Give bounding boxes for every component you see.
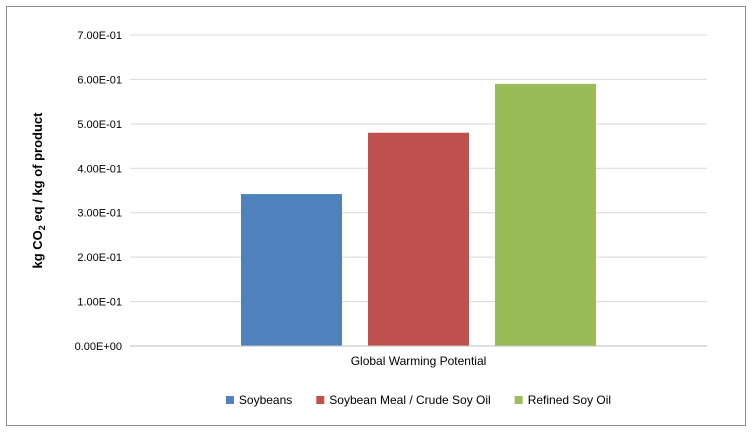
bar-refined-soy-oil	[495, 83, 596, 346]
bar-soybean-meal-crude-soy-oil	[368, 132, 469, 346]
bar-soybeans	[241, 194, 342, 346]
x-category-label: Global Warming Potential	[351, 354, 487, 368]
y-tick-label: 3.00E-01	[77, 208, 122, 220]
y-tick-label: 7.00E-01	[77, 30, 122, 42]
legend-label-soybeans: Soybeans	[239, 393, 292, 407]
legend-swatch-refined-soy-oil	[514, 396, 523, 404]
y-tick-label: 4.00E-01	[77, 163, 122, 175]
legend-swatch-soybean-meal-crude-soy-oil	[316, 396, 325, 404]
bars	[241, 83, 596, 346]
legend: Soybeans Soybean Meal / Crude Soy Oil Refi…	[225, 393, 611, 407]
y-tick-label: 1.00E-01	[77, 297, 122, 309]
y-axis-ticks: 0.00E+00 1.00E-01 2.00E-01 3.00E-01 4.00E-01…	[75, 30, 122, 353]
x-axis-categories: Global Warming Potential	[351, 354, 487, 368]
legend-swatch-soybeans	[225, 396, 234, 404]
y-tick-label: 6.00E-01	[77, 74, 122, 86]
chart-frame: 0.00E+00 1.00E-01 2.00E-01 3.00E-01 4.00E-01…	[6, 6, 746, 426]
legend-label-refined-soy-oil: Refined Soy Oil	[528, 393, 611, 407]
y-tick-label: 0.00E+00	[75, 341, 122, 353]
y-tick-label: 2.00E-01	[77, 252, 122, 264]
y-axis-label: kg CO2 eq / kg of product	[30, 112, 47, 269]
legend-label-soybean-meal-crude-soy-oil: Soybean Meal / Crude Soy Oil	[329, 393, 490, 407]
bar-chart: 0.00E+00 1.00E-01 2.00E-01 3.00E-01 4.00E-01…	[30, 30, 707, 407]
y-tick-label: 5.00E-01	[77, 119, 122, 131]
